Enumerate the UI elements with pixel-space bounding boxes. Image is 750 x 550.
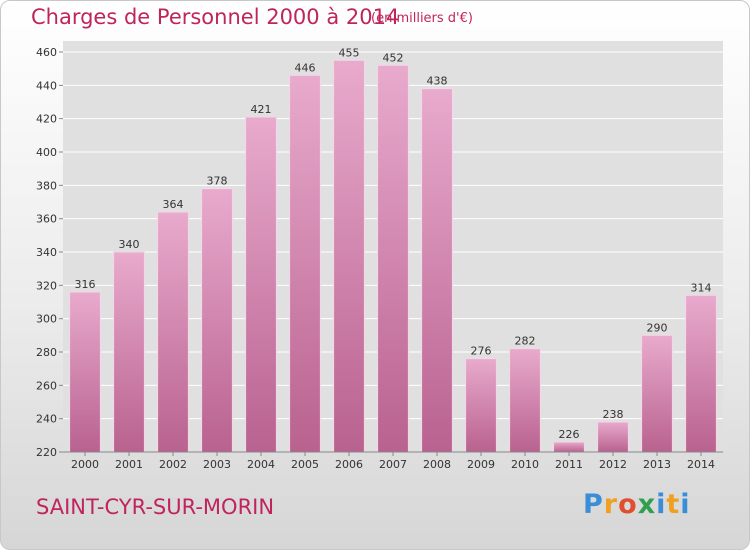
y-tick-label: 260: [36, 379, 57, 392]
data-label: 421: [251, 103, 272, 116]
bar-2012: [597, 421, 629, 453]
x-tick-label: 2000: [71, 458, 99, 471]
bar-2008: [421, 88, 453, 453]
x-axis: 2000 2001 2002 2003 2004 2005 2006 2007 2008 2009…: [71, 452, 715, 471]
data-label: 226: [559, 428, 580, 441]
x-tick-label: 2004: [247, 458, 275, 471]
x-tick-label: 2003: [203, 458, 231, 471]
x-tick-label: 2006: [335, 458, 363, 471]
chart-subtitle: (en milliers d'€): [371, 11, 473, 26]
bar-2011: [553, 441, 585, 453]
x-tick-label: 2011: [555, 458, 583, 471]
data-label: 290: [647, 321, 668, 334]
y-tick-label: 460: [36, 46, 57, 59]
y-tick-label: 240: [36, 413, 57, 426]
data-label: 452: [383, 51, 404, 64]
bar-2001: [113, 251, 145, 453]
commune-name: SAINT-CYR-SUR-MORIN: [36, 495, 275, 519]
data-label: 446: [295, 61, 316, 74]
chart-title: Charges de Personnel 2000 à 2014: [31, 5, 400, 29]
bar-2010: [509, 348, 541, 453]
x-tick-label: 2010: [511, 458, 539, 471]
bar-2003: [201, 188, 233, 453]
data-label: 455: [339, 46, 360, 59]
bar-2009: [465, 358, 497, 453]
y-axis: 220 240 260 280 300 320 340 360 380 400 420 440 460: [36, 46, 63, 459]
y-tick-label: 360: [36, 213, 57, 226]
bar-2004: [245, 116, 277, 453]
x-tick-label: 2014: [687, 458, 715, 471]
x-tick-label: 2013: [643, 458, 671, 471]
x-tick-label: 2012: [599, 458, 627, 471]
data-label: 314: [691, 281, 712, 294]
x-tick-label: 2009: [467, 458, 495, 471]
y-tick-label: 340: [36, 246, 57, 259]
x-tick-label: 2007: [379, 458, 407, 471]
proxiti-logo: Proxiti: [583, 489, 691, 520]
x-tick-label: 2002: [159, 458, 187, 471]
bar-2000: [69, 291, 101, 453]
y-tick-label: 380: [36, 179, 57, 192]
bar-2002: [157, 211, 189, 453]
y-tick-label: 220: [36, 446, 57, 459]
data-label: 316: [75, 278, 96, 291]
data-label: 378: [207, 175, 228, 188]
x-tick-label: 2008: [423, 458, 451, 471]
y-tick-label: 280: [36, 346, 57, 359]
data-label: 364: [163, 198, 184, 211]
y-tick-label: 300: [36, 313, 57, 326]
data-labels: 316 340 364 378 421 446 455 452 438 276 282 226 238 2…: [75, 46, 712, 441]
data-label: 238: [603, 408, 624, 421]
bar-2006: [333, 59, 365, 453]
data-label: 340: [119, 238, 140, 251]
y-tick-label: 320: [36, 279, 57, 292]
data-label: 276: [471, 345, 492, 358]
bar-2014: [685, 294, 717, 453]
y-tick-label: 420: [36, 113, 57, 126]
bar-2005: [289, 74, 321, 453]
bar-2007: [377, 64, 409, 453]
x-tick-label: 2005: [291, 458, 319, 471]
y-tick-label: 440: [36, 79, 57, 92]
data-label: 282: [515, 335, 536, 348]
y-tick-label: 400: [36, 146, 57, 159]
bar-2013: [641, 334, 673, 453]
bars: [69, 59, 717, 453]
data-label: 438: [427, 75, 448, 88]
x-tick-label: 2001: [115, 458, 143, 471]
